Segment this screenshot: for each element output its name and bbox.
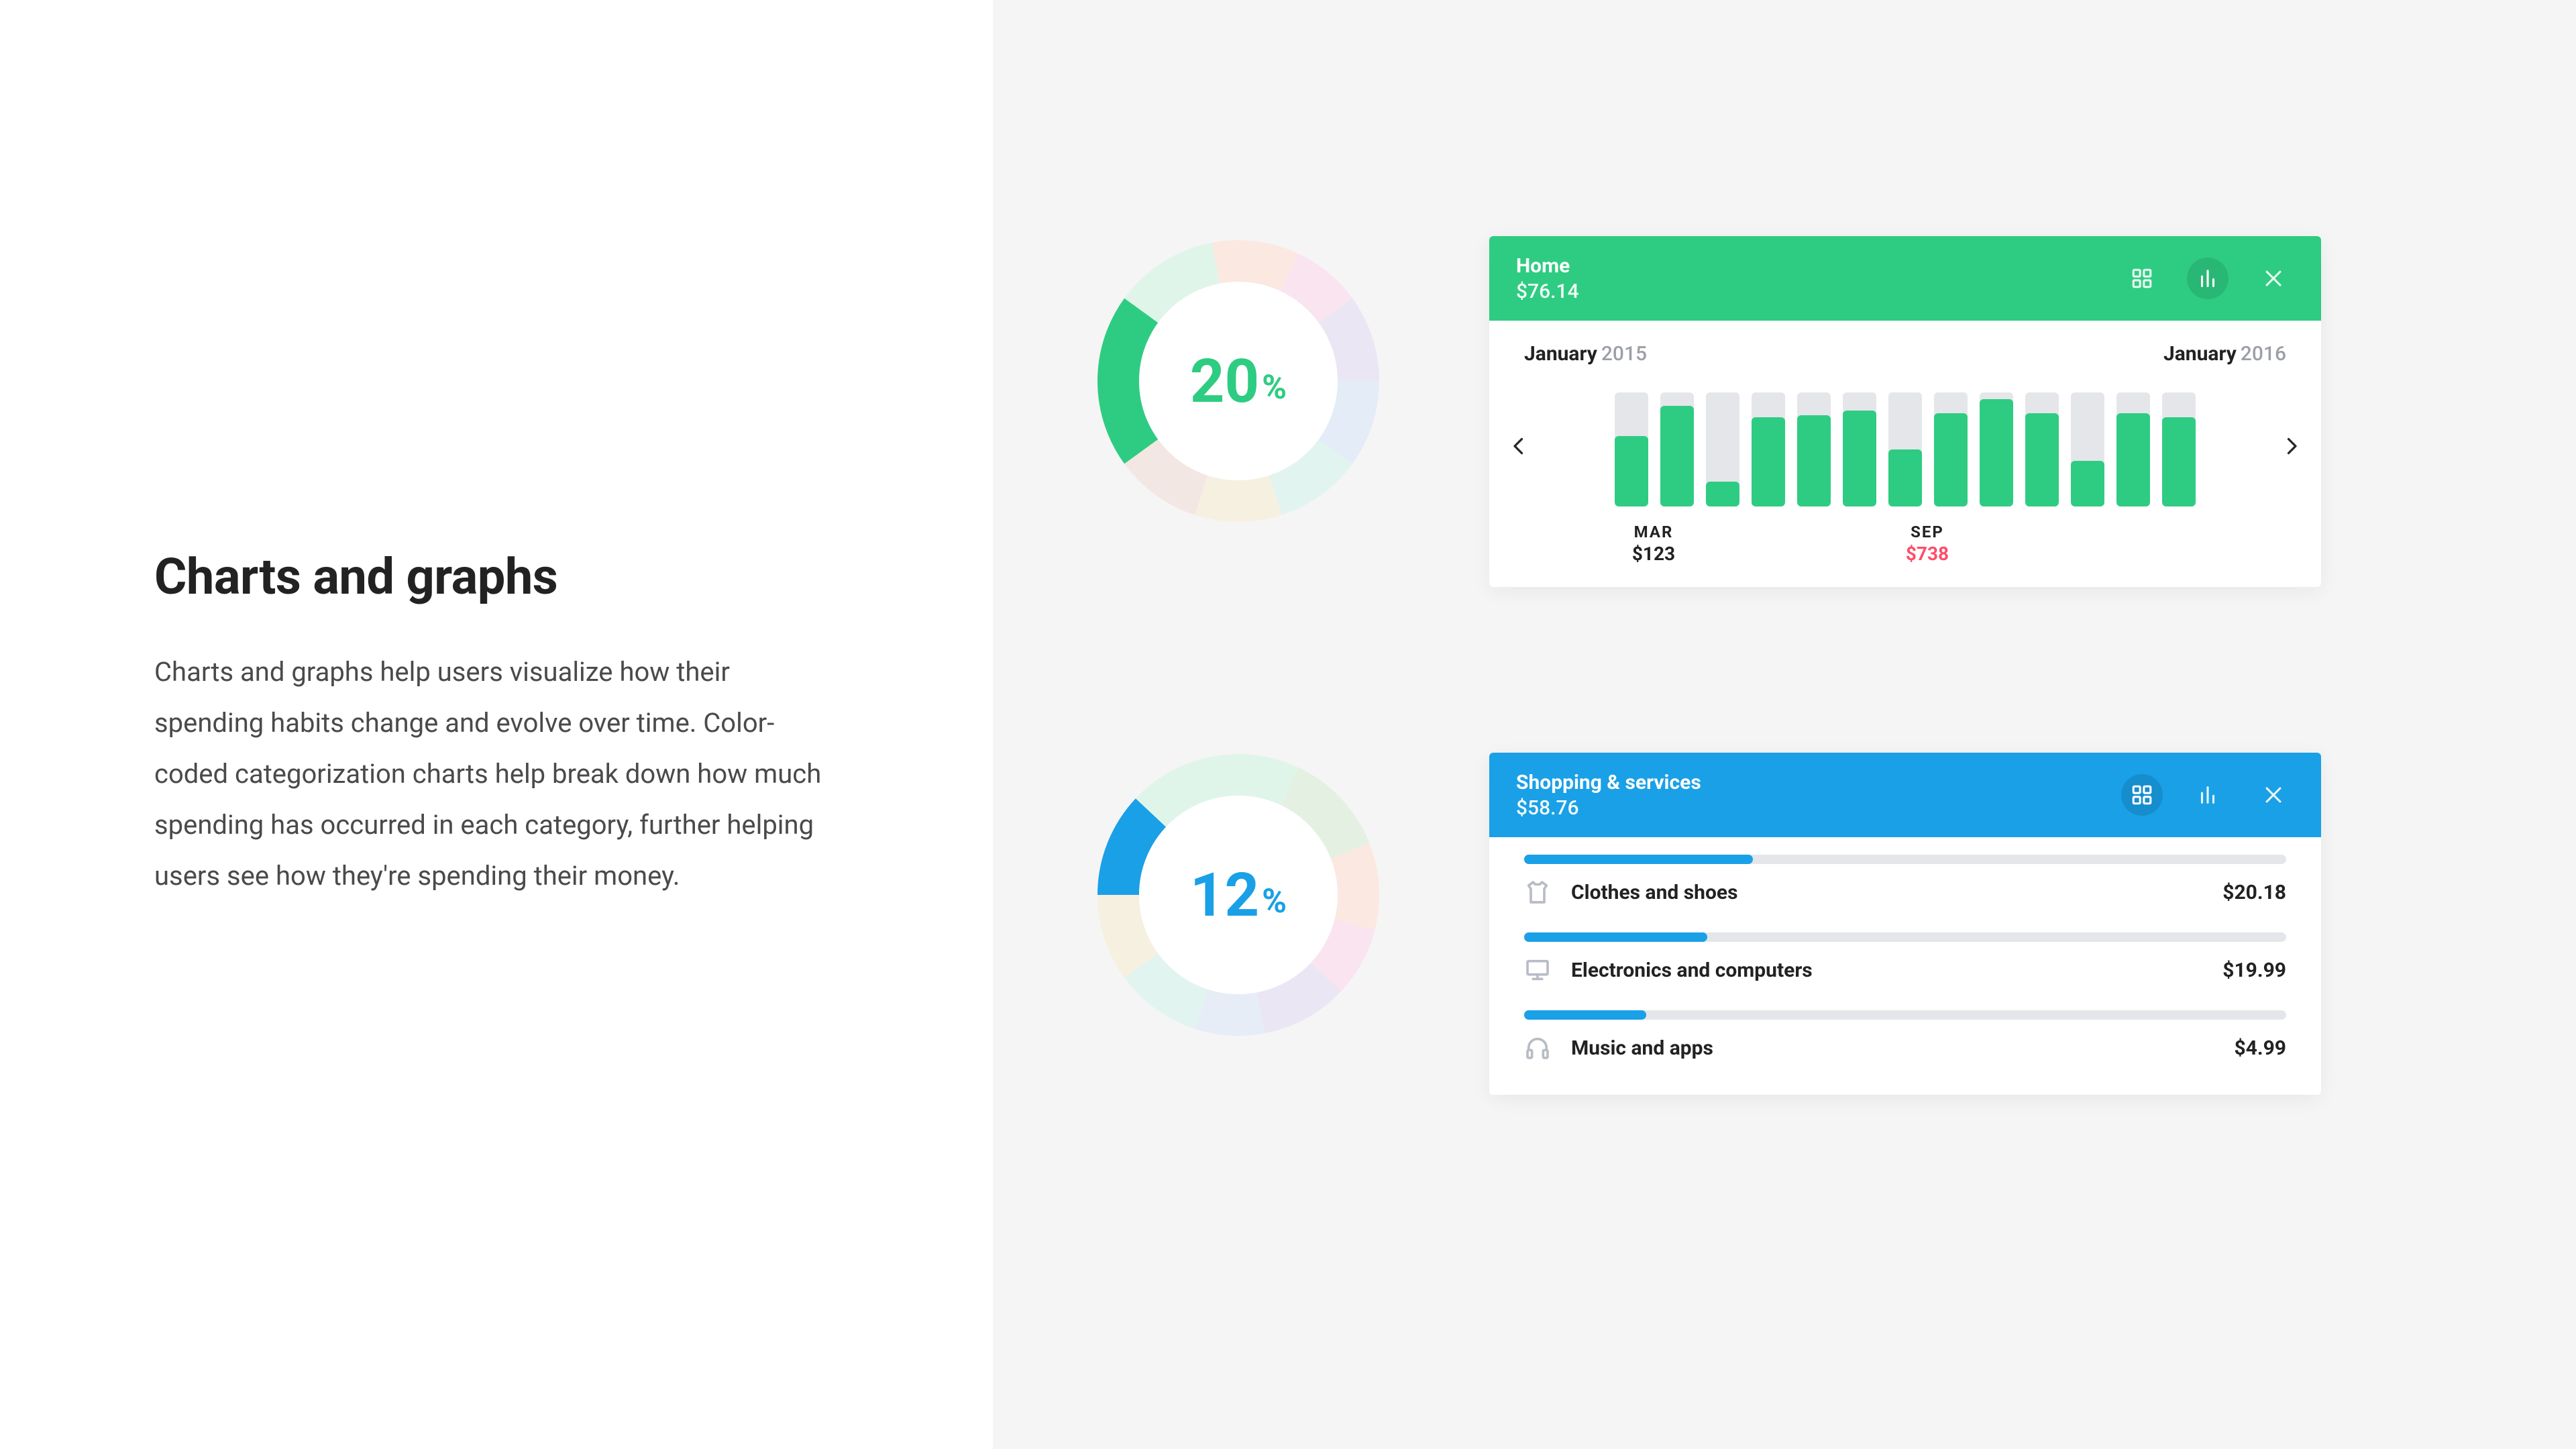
bar-axis-labels: MAR $123 SEP $738 — [1489, 513, 2321, 587]
shop-item-2[interactable]: Music and apps $4.99 — [1489, 1010, 2321, 1088]
shirt-icon — [1524, 879, 1551, 906]
bar-label-amount-sep: $738 — [1906, 543, 1949, 565]
bar-dec-11[interactable] — [2116, 392, 2150, 506]
donut-home-percent-sign: % — [1262, 368, 1287, 407]
shop-item-bar-track-1 — [1524, 932, 2286, 942]
bar-label-month-mar: MAR — [1632, 523, 1675, 541]
shop-item-label-2: Music and apps — [1571, 1036, 2214, 1060]
bar-oct-9[interactable] — [2025, 392, 2059, 506]
close-icon[interactable] — [2253, 774, 2294, 816]
shop-item-bar-track-2 — [1524, 1010, 2286, 1020]
chevron-right-icon[interactable] — [2275, 430, 2308, 462]
bar-apr-3[interactable] — [1752, 392, 1785, 506]
home-card-title: Home — [1516, 254, 2121, 278]
home-card-amount: $76.14 — [1516, 280, 2121, 303]
bar-chart-wrap — [1489, 366, 2321, 513]
bar-chart — [1535, 386, 2275, 506]
bar-jul-6[interactable] — [1888, 392, 1922, 506]
headphones-icon — [1524, 1034, 1551, 1061]
bar-feb-1[interactable] — [1660, 392, 1694, 506]
bar-may-4[interactable] — [1797, 392, 1831, 506]
shop-item-amount-0: $20.18 — [2222, 881, 2286, 904]
shopping-card-header: Shopping & services $58.76 — [1489, 753, 2321, 837]
donut-shopping: 12% — [1097, 754, 1379, 1036]
date-start: January2015 — [1524, 342, 1647, 366]
date-end: January2016 — [2163, 342, 2286, 366]
shop-item-0[interactable]: Clothes and shoes $20.18 — [1489, 855, 2321, 932]
shop-item-amount-2: $4.99 — [2234, 1036, 2286, 1060]
donut-home-value: 20 — [1190, 346, 1259, 417]
shop-item-label-0: Clothes and shoes — [1571, 881, 2202, 904]
bar-label-mar: MAR $123 — [1632, 523, 1675, 565]
bar-nov-10[interactable] — [2071, 392, 2104, 506]
bar-jun-5[interactable] — [1843, 392, 1876, 506]
bar-label-month-sep: SEP — [1906, 523, 1949, 541]
donut-home: 20% — [1097, 240, 1379, 522]
shop-item-bar-fill-0 — [1524, 855, 1753, 864]
bar-sep-8[interactable] — [1980, 392, 2013, 506]
home-card-header: Home $76.14 — [1489, 236, 2321, 321]
donut-shopping-percent-sign: % — [1262, 882, 1287, 921]
shop-item-amount-1: $19.99 — [2222, 959, 2286, 982]
shopping-card: Shopping & services $58.76 Clothes and s… — [1489, 753, 2321, 1095]
bar-label-sep: SEP $738 — [1906, 523, 1949, 565]
section-body: Charts and graphs help users visualize h… — [154, 647, 839, 902]
date-range-row: January2015 January2016 — [1489, 321, 2321, 366]
bar-mar-2[interactable] — [1706, 392, 1739, 506]
donut-shopping-value: 12 — [1190, 860, 1259, 930]
chart-view-icon[interactable] — [2187, 258, 2229, 299]
donut-home-center-label: 20% — [1097, 240, 1379, 522]
shop-item-bar-fill-1 — [1524, 932, 1707, 942]
shop-item-bar-track-0 — [1524, 855, 2286, 864]
bar-aug-7[interactable] — [1934, 392, 1968, 506]
close-icon[interactable] — [2253, 258, 2294, 299]
shopping-card-amount: $58.76 — [1516, 796, 2121, 820]
grid-view-icon[interactable] — [2121, 774, 2163, 816]
shop-item-bar-fill-2 — [1524, 1010, 1646, 1020]
chevron-left-icon[interactable] — [1503, 430, 1535, 462]
shopping-card-title: Shopping & services — [1516, 771, 2121, 795]
home-card: Home $76.14 January2015 January2016 MAR $12… — [1489, 236, 2321, 587]
shop-item-1[interactable]: Electronics and computers $19.99 — [1489, 932, 2321, 1010]
bar-label-amount-mar: $123 — [1632, 543, 1675, 565]
grid-view-icon[interactable] — [2121, 258, 2163, 299]
shop-item-label-1: Electronics and computers — [1571, 959, 2202, 982]
bar-jan-0[interactable] — [1615, 392, 1648, 506]
shopping-list: Clothes and shoes $20.18 Electronics and c… — [1489, 837, 2321, 1095]
bar-jan-12[interactable] — [2162, 392, 2196, 506]
donut-shopping-center-label: 12% — [1097, 754, 1379, 1036]
monitor-icon — [1524, 957, 1551, 983]
chart-view-icon[interactable] — [2187, 774, 2229, 816]
section-heading: Charts and graphs — [154, 548, 839, 606]
